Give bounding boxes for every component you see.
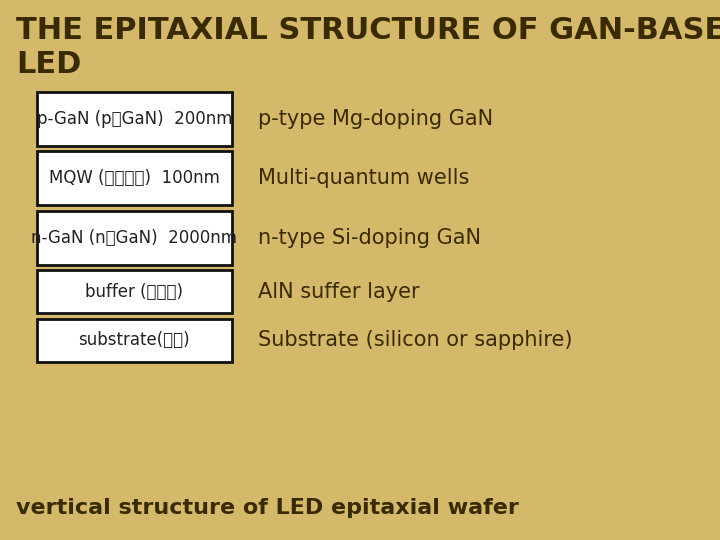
- Text: THE EPITAXIAL STRUCTURE OF GAN-BASED
LED: THE EPITAXIAL STRUCTURE OF GAN-BASED LED: [16, 16, 720, 79]
- Text: Multi-quantum wells: Multi-quantum wells: [258, 168, 469, 188]
- Text: p-GaN (p型GaN)  200nm: p-GaN (p型GaN) 200nm: [37, 110, 232, 128]
- FancyBboxPatch shape: [37, 211, 232, 265]
- Text: substrate(村底): substrate(村底): [78, 331, 190, 349]
- FancyBboxPatch shape: [37, 270, 232, 313]
- FancyBboxPatch shape: [37, 92, 232, 146]
- Text: MQW (多量子阱)  100nm: MQW (多量子阱) 100nm: [49, 169, 220, 187]
- Text: p-type Mg-doping GaN: p-type Mg-doping GaN: [258, 109, 493, 129]
- Text: n-type Si-doping GaN: n-type Si-doping GaN: [258, 227, 481, 248]
- FancyBboxPatch shape: [37, 319, 232, 362]
- Text: vertical structure of LED epitaxial wafer: vertical structure of LED epitaxial wafe…: [16, 498, 518, 518]
- Text: AlN suffer layer: AlN suffer layer: [258, 281, 420, 302]
- Text: Substrate (silicon or sapphire): Substrate (silicon or sapphire): [258, 330, 572, 350]
- FancyBboxPatch shape: [37, 151, 232, 205]
- Text: buffer (缓冲层): buffer (缓冲层): [86, 282, 184, 301]
- Text: n-GaN (n型GaN)  2000nm: n-GaN (n型GaN) 2000nm: [32, 228, 238, 247]
